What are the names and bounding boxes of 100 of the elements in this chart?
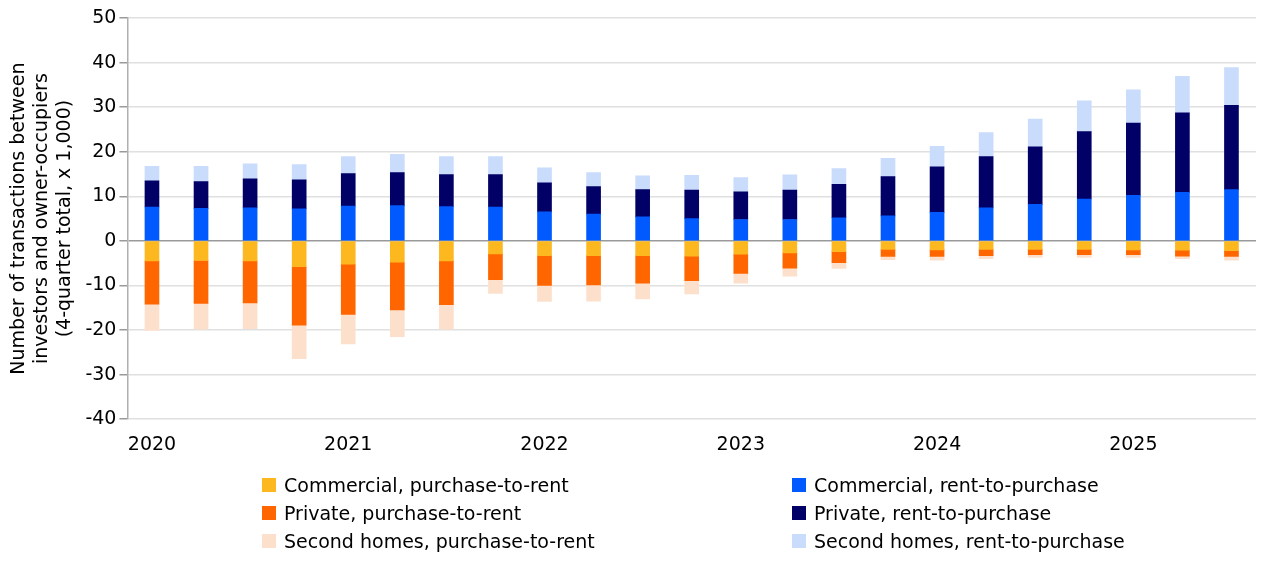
bar (340, 156, 356, 174)
bar (242, 302, 258, 330)
bar (831, 217, 847, 241)
bar (537, 255, 552, 286)
bar (291, 179, 307, 210)
y-tick-label: -20 (85, 316, 117, 339)
bar (1076, 100, 1092, 132)
bar (1076, 198, 1092, 241)
bar (635, 216, 650, 241)
legend-label: Private, rent-to-purchase (814, 502, 1052, 524)
bar (291, 324, 307, 359)
bar (586, 255, 601, 286)
bar (291, 208, 307, 241)
bar (488, 174, 503, 208)
bar (978, 156, 994, 209)
bar (537, 211, 552, 241)
bar (586, 172, 601, 187)
y-tick-label: 40 (92, 49, 117, 72)
bar (389, 205, 405, 241)
bar (291, 241, 307, 268)
bar (1175, 241, 1190, 251)
x-tick-label: 2025 (1109, 431, 1158, 454)
bar (1126, 89, 1141, 124)
bar (488, 241, 503, 255)
bar (389, 172, 405, 206)
bar (144, 260, 160, 305)
bar (193, 241, 209, 261)
bar (880, 241, 896, 250)
bar (586, 186, 601, 215)
bar (1175, 112, 1190, 193)
y-tick-label: -30 (85, 361, 117, 384)
bar (1175, 76, 1190, 114)
bar (1027, 146, 1043, 205)
bar (1175, 191, 1190, 241)
bar (193, 302, 209, 330)
bar (1224, 189, 1239, 241)
bar (439, 156, 454, 175)
bar (389, 309, 405, 338)
bar (635, 189, 650, 218)
bar (1126, 122, 1141, 196)
bar (193, 166, 209, 182)
bar (488, 206, 503, 241)
bar (389, 261, 405, 311)
y-tick-label: 10 (92, 183, 117, 206)
bar (242, 178, 258, 209)
bar (1224, 67, 1239, 106)
bar (586, 241, 601, 256)
bar (144, 241, 160, 262)
y-tick-label: -40 (85, 406, 117, 429)
x-tick-label: 2020 (127, 431, 177, 454)
bar (684, 255, 700, 281)
bar (880, 158, 896, 178)
bar (488, 253, 503, 280)
bar (733, 219, 749, 241)
y-axis-title: Number of transactions between investors and owner-occupiers (4-quarter total, x 1,000) (6, 62, 74, 375)
y-tick-label: 20 (92, 138, 117, 161)
bar (1076, 254, 1092, 258)
legend-label: Commercial, rent-to-purchase (814, 474, 1099, 496)
bar (978, 132, 994, 157)
bar (635, 241, 650, 256)
bar (831, 168, 847, 185)
bar (340, 205, 356, 241)
bar (1126, 195, 1141, 241)
bar (782, 189, 798, 220)
bar (1126, 254, 1141, 258)
bar (586, 213, 601, 241)
y-tick-label: 50 (92, 4, 117, 27)
bar (193, 181, 209, 209)
bar (929, 241, 945, 251)
bar (1076, 131, 1092, 200)
bar (242, 207, 258, 241)
bar (439, 304, 454, 330)
x-tick-label: 2022 (520, 431, 569, 454)
bar (144, 180, 160, 208)
bar (635, 175, 650, 190)
bar (684, 241, 700, 257)
bar (880, 215, 896, 241)
bar (439, 241, 454, 262)
bar (635, 282, 650, 300)
bar (782, 241, 798, 254)
bar (1126, 249, 1141, 256)
bar (439, 260, 454, 305)
bar (193, 208, 209, 241)
bar (537, 182, 552, 213)
bar (1027, 241, 1043, 250)
bar (144, 303, 160, 331)
bar (684, 280, 700, 295)
bar (340, 263, 356, 315)
bar (291, 266, 307, 326)
bar (340, 314, 356, 345)
bar (978, 207, 994, 241)
bar (1027, 118, 1043, 148)
bar (831, 241, 847, 252)
bar (733, 177, 749, 193)
bar (1175, 255, 1190, 260)
bar (782, 174, 798, 191)
bar (1126, 241, 1141, 251)
bar (1076, 241, 1092, 250)
legend-label: Second homes, purchase-to-rent (284, 530, 595, 552)
bar (193, 260, 209, 304)
